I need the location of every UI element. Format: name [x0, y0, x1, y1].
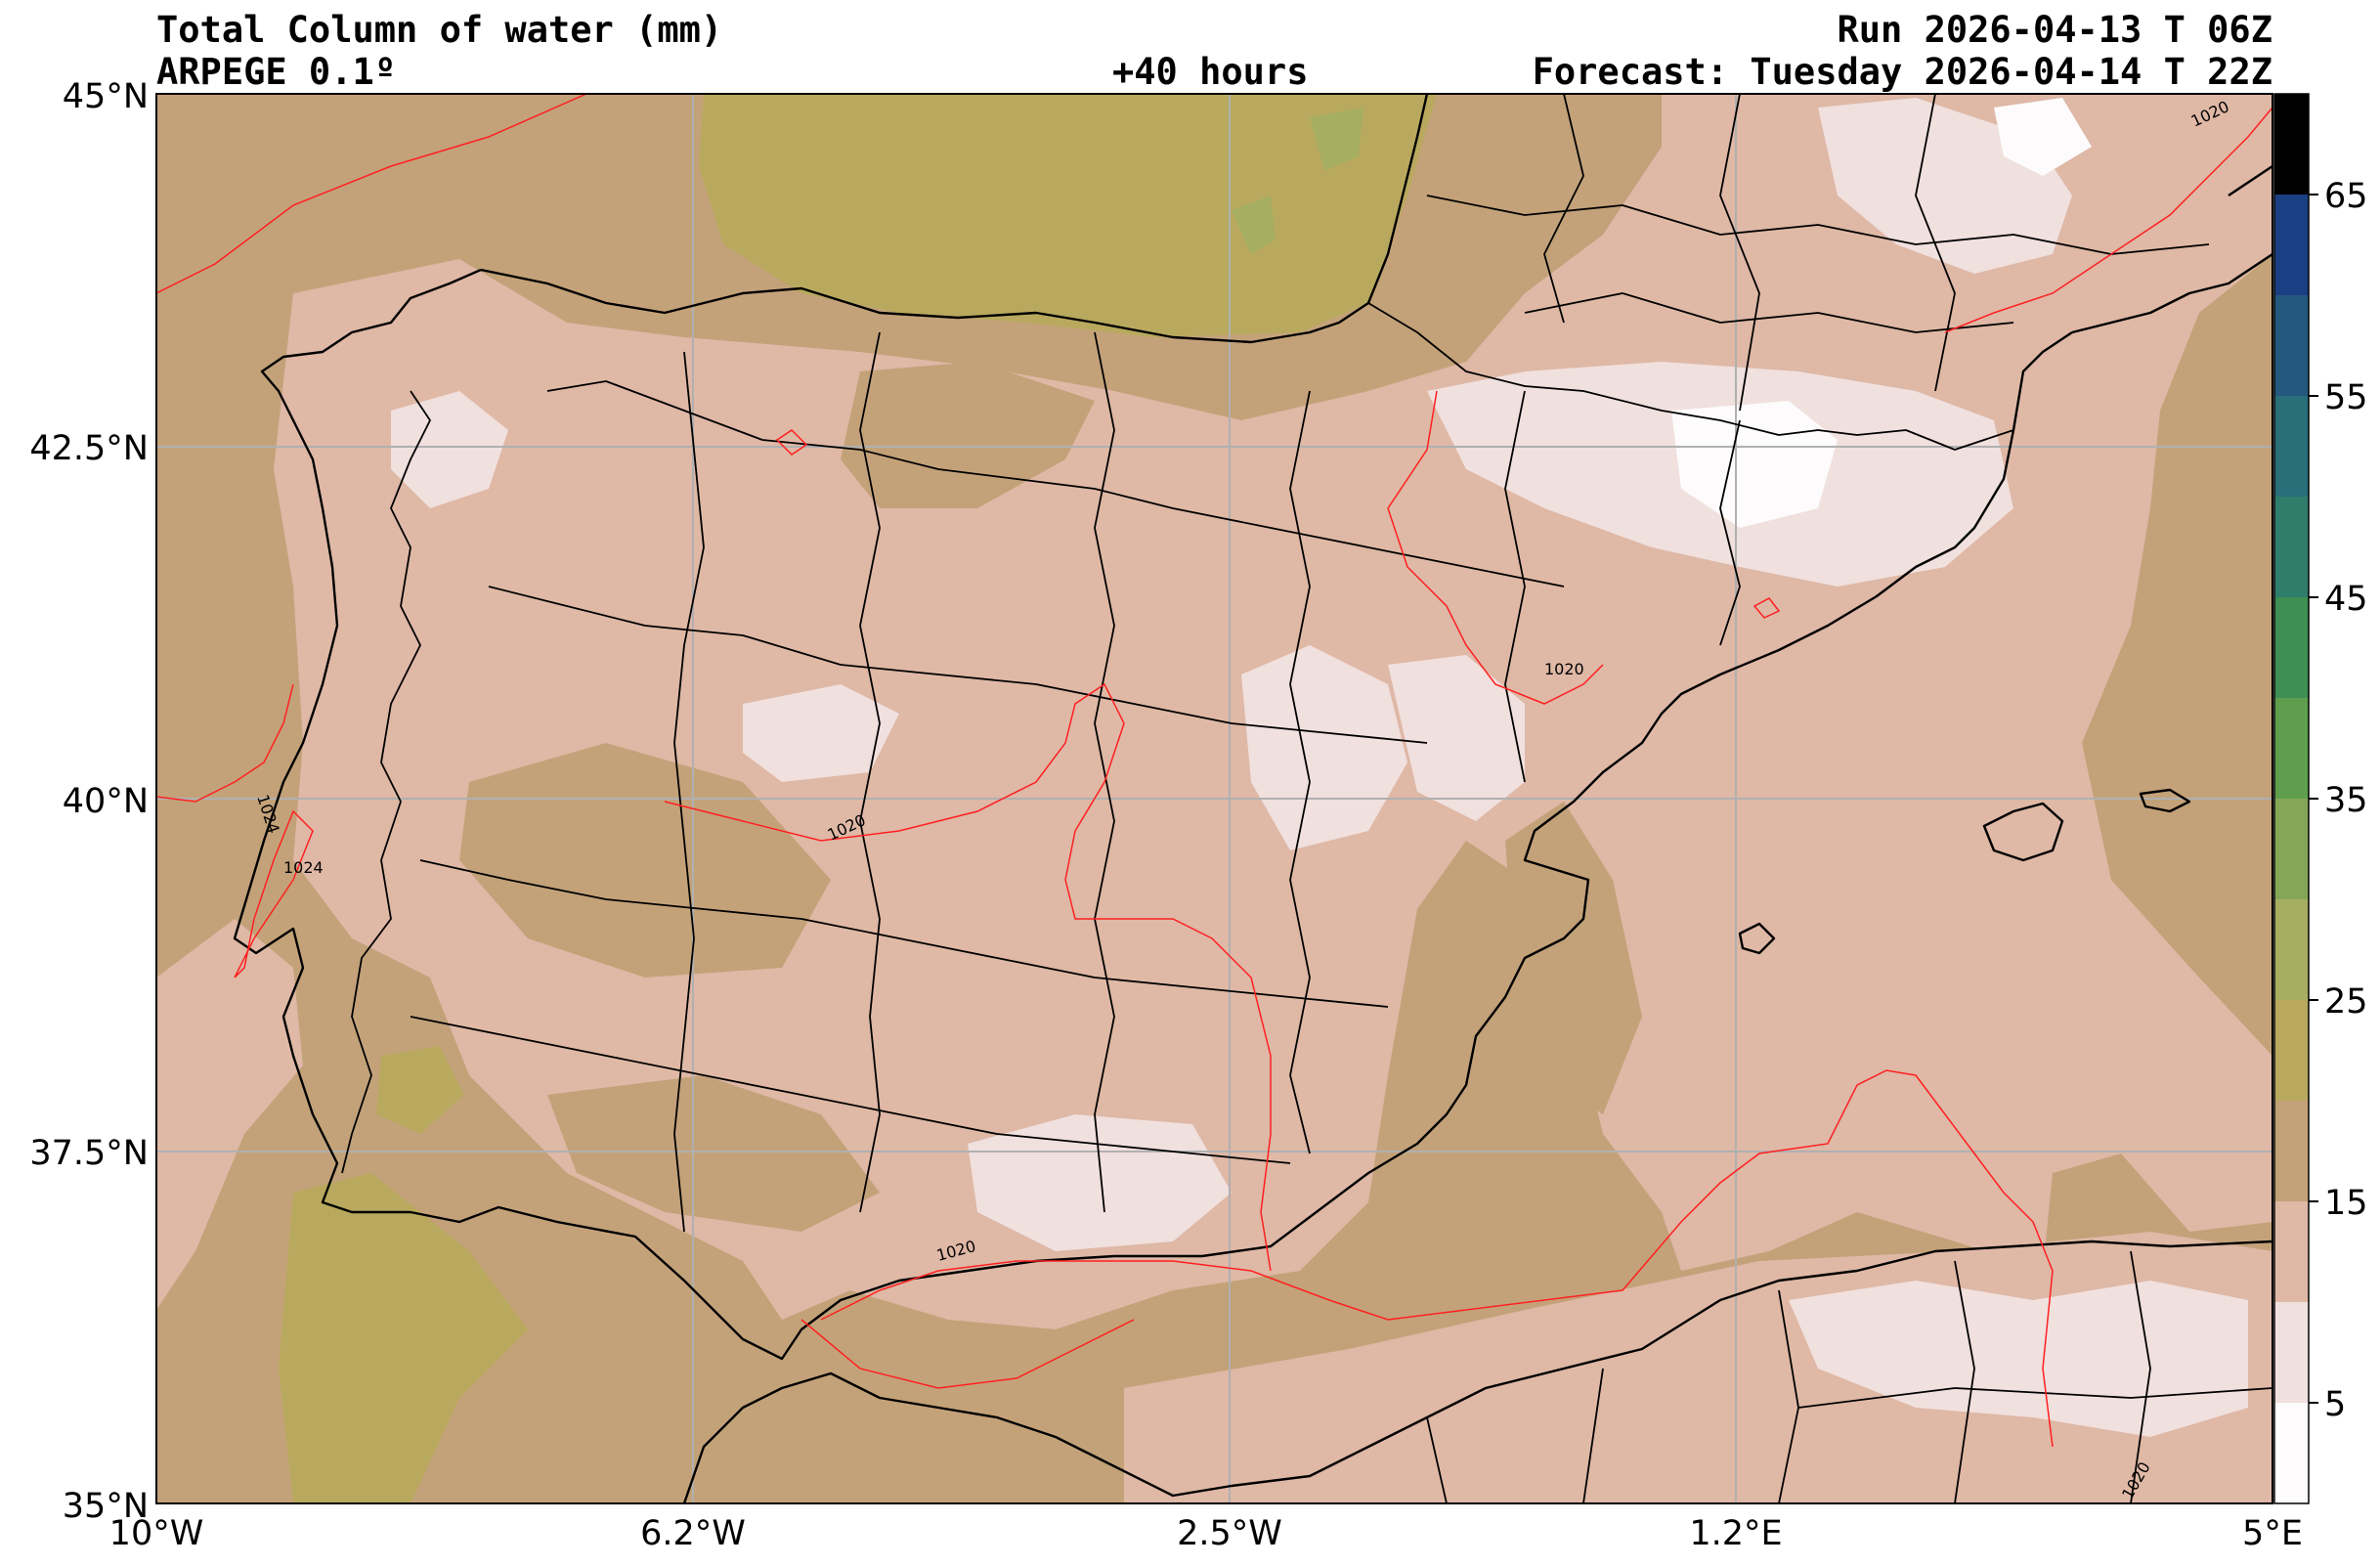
field-olive-atlantic: [279, 1173, 528, 1503]
cb-label-35: 35: [2324, 781, 2368, 820]
map-field: 1024 1024 1020 1020 1020 1020 1020: [156, 94, 2272, 1503]
isobar-1024-coast: [234, 809, 314, 979]
cb-label-45: 45: [2324, 580, 2368, 619]
isobar-label-2: 1024: [283, 858, 324, 877]
field-brown-center: [841, 362, 1095, 508]
coast-ibiza: [1738, 922, 1776, 955]
coast-cantabria: [480, 94, 1429, 344]
border-prov-2: [488, 586, 1428, 744]
cb-label-55: 55: [2324, 378, 2368, 417]
run-label: Run 2026-04-13 T 06Z: [1837, 9, 2272, 51]
isobar-1020-south: [820, 1069, 2054, 1448]
lon-label-5E: 5°E: [2242, 1514, 2303, 1553]
lat-label-45: 45°N: [63, 77, 149, 116]
cb-seg-1: [2274, 1302, 2309, 1403]
border-africa-1: [1426, 1250, 2272, 1503]
isobars: [156, 94, 2272, 1448]
coast-iberia: [233, 268, 2073, 1361]
isobar-1020-ne: [1944, 107, 2272, 333]
cb-seg-3: [2274, 1101, 2309, 1201]
lon-label-10W: 10°W: [109, 1514, 204, 1553]
cb-seg-11: [2274, 295, 2309, 396]
border-prov-8: [1289, 390, 1311, 1154]
field-light-central2: [1388, 655, 1525, 821]
field-brown-ebro: [1505, 802, 1642, 1114]
field-brown-south: [547, 1075, 880, 1232]
lon-label-2.5W: 2.5°W: [1177, 1514, 1282, 1553]
lon-label-6.2W: 6.2°W: [640, 1514, 746, 1553]
map-title: Total Column of water (mm): [156, 9, 723, 51]
cb-seg-5: [2274, 899, 2309, 1000]
border-france-2: [1426, 195, 2210, 333]
cb-label-65: 65: [2324, 177, 2368, 216]
border-france-spain: [1367, 302, 2014, 451]
field-brown-west: [459, 743, 831, 978]
admin-borders: [341, 94, 2272, 1503]
coast-france-med: [2071, 253, 2272, 334]
border-prov-9: [1504, 390, 1526, 783]
field-olive-biscay: [699, 94, 1437, 337]
border-prov-4: [410, 1016, 1291, 1164]
coast-mallorca: [1982, 802, 2064, 862]
isobar-1020-small: [775, 429, 1781, 619]
cb-seg-13: [2274, 94, 2309, 195]
coast-sardinia: [2228, 165, 2272, 196]
coast-africa: [682, 1240, 2272, 1503]
border-prov-1: [546, 380, 1565, 587]
cb-seg-2: [2274, 1201, 2309, 1302]
cb-seg-12: [2274, 195, 2309, 295]
isobar-label-6: 1020: [1544, 660, 1584, 678]
isobar-1024-west: [156, 683, 294, 803]
cb-seg-0: [2274, 1403, 2309, 1503]
lon-label-1.2E: 1.2°E: [1689, 1514, 1782, 1553]
field-light-nw: [391, 391, 508, 508]
lat-label-37.5: 37.5°N: [29, 1134, 149, 1173]
cb-seg-7: [2274, 698, 2309, 799]
field-green-biscay: [1232, 108, 1363, 254]
isobar-1020-andalusia: [801, 1319, 1135, 1389]
field-light-west: [743, 684, 899, 782]
border-prov-7: [1094, 331, 1115, 1213]
border-prov-6: [859, 331, 881, 1213]
lead-time-label: +40 hours: [1112, 51, 1309, 93]
isobar-1024-north: [156, 94, 587, 294]
cb-label-5: 5: [2324, 1385, 2346, 1424]
border-prov-5: [673, 351, 705, 1233]
cb-seg-8: [2274, 597, 2309, 698]
field-light-andalusia: [968, 1114, 1232, 1251]
field-medium-sw: [156, 919, 303, 1310]
lat-label-40: 40°N: [63, 782, 149, 821]
field-olive-spot: [376, 1046, 464, 1134]
isobar-1020-center: [664, 682, 1272, 1272]
cb-label-15: 15: [2324, 1184, 2368, 1223]
colorbar: 65 55 45 35 25 15 5: [2273, 93, 2368, 1504]
model-label: ARPEGE 0.1º: [156, 51, 397, 93]
cb-label-25: 25: [2324, 982, 2368, 1022]
field-white-alps: [1994, 98, 2092, 176]
cb-ticks: [2309, 194, 2318, 1404]
border-prov-3: [419, 859, 1389, 1008]
coastlines: [233, 94, 2272, 1503]
map-frame: [155, 93, 2273, 1504]
forecast-label: Forecast: Tuesday 2026-04-14 T 22Z: [1532, 51, 2272, 93]
cb-seg-10: [2274, 396, 2309, 497]
cb-seg-4: [2274, 1000, 2309, 1101]
isobar-1020-ebro: [1387, 390, 1604, 705]
border-france-1: [1543, 94, 1956, 412]
coast-menorca: [2139, 788, 2191, 813]
border-portugal: [341, 390, 431, 1174]
cb-seg-6: [2274, 799, 2309, 899]
cb-seg-9: [2274, 497, 2309, 597]
lat-label-35: 35°N: [63, 1487, 149, 1526]
border-prov-10: [1719, 419, 1741, 646]
lat-label-42.5: 42.5°N: [29, 429, 149, 468]
